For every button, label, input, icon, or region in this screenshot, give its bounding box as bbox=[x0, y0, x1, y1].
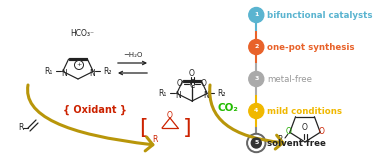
FancyArrowPatch shape bbox=[210, 85, 283, 149]
Text: O: O bbox=[201, 78, 207, 88]
Text: 5: 5 bbox=[254, 140, 259, 145]
Text: R₂: R₂ bbox=[217, 89, 226, 98]
Circle shape bbox=[249, 39, 264, 54]
Text: N: N bbox=[61, 69, 67, 78]
Text: HCO₃⁻: HCO₃⁻ bbox=[70, 30, 94, 38]
Text: +: + bbox=[76, 62, 82, 68]
Circle shape bbox=[251, 138, 261, 148]
Text: solvent free: solvent free bbox=[267, 138, 326, 148]
Text: one-pot synthesis: one-pot synthesis bbox=[267, 43, 355, 52]
Text: 1: 1 bbox=[254, 12, 259, 17]
Text: { Oxidant }: { Oxidant } bbox=[63, 105, 127, 115]
Text: mild conditions: mild conditions bbox=[267, 107, 342, 116]
Text: bifunctional catalysts: bifunctional catalysts bbox=[267, 10, 373, 19]
Text: R₂: R₂ bbox=[103, 67, 112, 76]
Text: ]: ] bbox=[183, 118, 191, 138]
Text: N: N bbox=[89, 69, 95, 78]
Text: 3: 3 bbox=[254, 76, 259, 81]
Circle shape bbox=[74, 60, 84, 70]
Text: O: O bbox=[286, 127, 292, 136]
Text: R: R bbox=[277, 136, 283, 144]
FancyArrowPatch shape bbox=[28, 85, 153, 151]
Text: O: O bbox=[302, 123, 308, 133]
Circle shape bbox=[249, 103, 264, 118]
Text: CO₂: CO₂ bbox=[218, 103, 239, 113]
Text: 4: 4 bbox=[254, 109, 259, 114]
Text: O: O bbox=[167, 111, 173, 119]
Text: R₁: R₁ bbox=[158, 89, 167, 98]
Circle shape bbox=[249, 8, 264, 23]
Text: O: O bbox=[177, 78, 183, 88]
Circle shape bbox=[249, 136, 264, 151]
Text: metal-free: metal-free bbox=[267, 74, 312, 83]
Text: R: R bbox=[152, 136, 158, 144]
Text: N: N bbox=[175, 91, 181, 100]
Text: O: O bbox=[189, 69, 195, 77]
Text: 2: 2 bbox=[254, 45, 259, 50]
Text: N: N bbox=[203, 91, 209, 100]
Text: R₁: R₁ bbox=[44, 67, 53, 76]
Text: R: R bbox=[18, 123, 23, 133]
Text: C: C bbox=[189, 78, 195, 88]
Text: [: [ bbox=[139, 118, 147, 138]
Text: O: O bbox=[318, 127, 324, 136]
Text: −H₂O: −H₂O bbox=[123, 52, 142, 58]
Circle shape bbox=[249, 72, 264, 87]
Text: C: C bbox=[189, 80, 195, 90]
Circle shape bbox=[247, 134, 266, 153]
